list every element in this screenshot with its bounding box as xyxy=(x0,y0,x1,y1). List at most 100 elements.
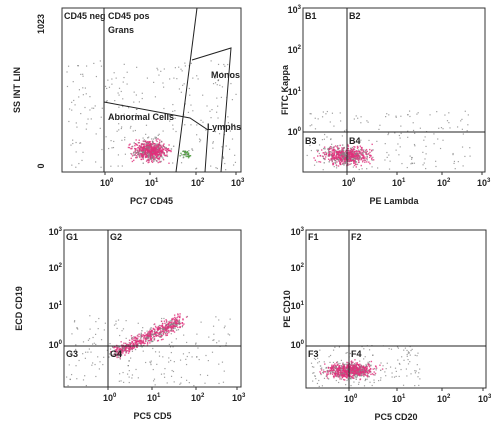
event-dot xyxy=(462,133,464,135)
event-dot xyxy=(322,372,325,374)
event-dot xyxy=(353,164,356,167)
event-dot xyxy=(146,141,149,143)
event-dot xyxy=(359,156,361,159)
event-dot xyxy=(134,144,136,147)
event-dot xyxy=(147,144,149,147)
event-dot xyxy=(149,361,151,363)
event-dot xyxy=(91,364,93,366)
event-dot xyxy=(306,154,308,157)
event-dot xyxy=(116,351,119,353)
event-dot xyxy=(403,359,405,361)
event-dot xyxy=(328,151,330,154)
event-dot xyxy=(160,339,163,341)
event-dot xyxy=(321,367,323,369)
event-dot xyxy=(66,376,68,378)
event-dot xyxy=(395,375,397,378)
event-dot xyxy=(160,160,162,163)
tick-label: 103 xyxy=(49,227,63,237)
event-dot xyxy=(352,361,354,364)
event-dot xyxy=(147,144,149,146)
event-dot xyxy=(157,145,160,148)
event-dot xyxy=(118,353,121,355)
event-dot xyxy=(170,333,172,335)
event-dot xyxy=(340,163,342,166)
event-dot xyxy=(467,124,469,126)
event-dot xyxy=(406,166,408,169)
event-dot xyxy=(161,331,164,333)
event-dot xyxy=(146,155,148,158)
event-dot xyxy=(324,363,326,365)
event-dot xyxy=(346,377,348,379)
event-dot xyxy=(168,162,170,164)
tick-exponent: 0 xyxy=(301,340,305,346)
event-dot xyxy=(346,361,348,364)
event-dot xyxy=(413,162,416,164)
event-dot xyxy=(390,348,393,350)
event-dot xyxy=(351,159,353,162)
event-dot xyxy=(328,150,330,153)
event-dot xyxy=(153,331,156,333)
event-dot xyxy=(350,152,352,155)
event-dot xyxy=(355,363,358,366)
event-dot xyxy=(153,333,155,335)
event-dot xyxy=(336,364,339,367)
event-dot xyxy=(142,334,144,336)
event-dot xyxy=(123,350,126,352)
event-dot xyxy=(147,147,149,149)
event-dot xyxy=(351,146,354,149)
event-dot xyxy=(150,334,153,336)
event-dot xyxy=(170,150,172,153)
event-dot xyxy=(148,150,150,153)
event-dot xyxy=(354,149,356,151)
event-dot xyxy=(333,166,335,168)
event-dot xyxy=(335,154,337,156)
event-dot xyxy=(143,140,145,143)
event-dot xyxy=(414,145,416,147)
event-dot xyxy=(352,370,354,373)
event-dot xyxy=(154,157,156,159)
event-dot xyxy=(215,167,217,169)
event-dot xyxy=(408,110,411,112)
event-dot xyxy=(334,374,337,376)
event-dot xyxy=(198,358,200,361)
event-dot xyxy=(134,348,137,351)
event-dot xyxy=(167,322,170,325)
event-dot xyxy=(145,143,147,146)
event-dot xyxy=(210,60,212,62)
event-dot xyxy=(111,83,113,85)
event-dot xyxy=(126,373,129,375)
event-dot xyxy=(360,375,363,377)
event-dot xyxy=(93,107,95,109)
event-dot xyxy=(357,117,359,119)
event-dot xyxy=(129,342,131,344)
event-dot xyxy=(167,147,170,150)
event-dot xyxy=(128,339,131,341)
event-dot xyxy=(328,161,330,163)
event-dot xyxy=(152,151,154,153)
event-dot xyxy=(356,362,359,364)
event-dot xyxy=(419,368,421,370)
event-dot xyxy=(342,150,345,153)
event-dot xyxy=(179,326,181,329)
event-dot xyxy=(158,326,161,329)
event-dot xyxy=(354,146,356,148)
event-dot xyxy=(331,373,334,376)
event-dot xyxy=(361,161,364,163)
event-dot xyxy=(395,115,397,117)
event-dot xyxy=(155,152,157,155)
event-dot xyxy=(317,118,319,120)
event-dot xyxy=(344,368,347,371)
event-dot xyxy=(336,361,339,363)
event-dot xyxy=(153,378,156,380)
event-dot xyxy=(318,361,320,363)
event-dot xyxy=(325,152,327,154)
event-dot xyxy=(357,155,359,157)
event-dot xyxy=(370,149,373,152)
event-dot xyxy=(364,370,366,373)
tick-exponent: 1 xyxy=(402,394,406,400)
event-dot xyxy=(160,336,162,338)
event-dot xyxy=(323,138,325,140)
event-dot xyxy=(153,157,155,159)
event-dot xyxy=(168,326,170,328)
event-dot xyxy=(170,149,172,152)
